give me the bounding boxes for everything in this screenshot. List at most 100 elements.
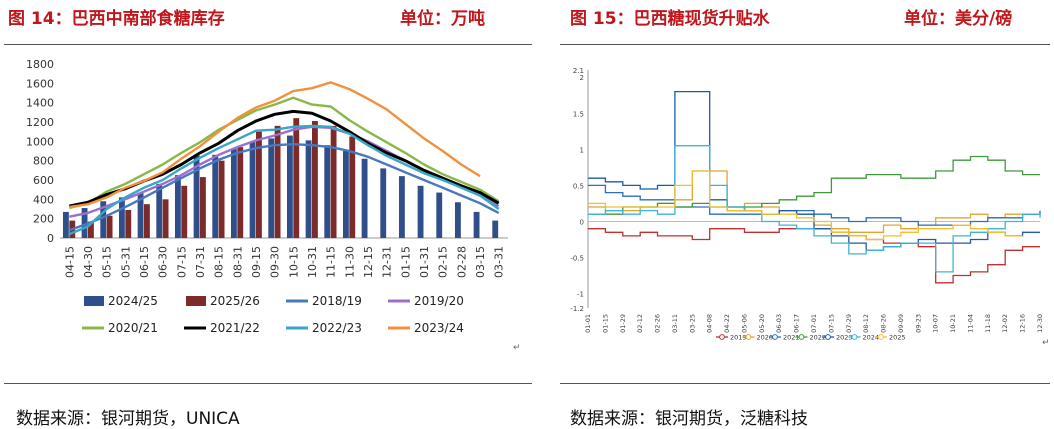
- right-top-rule: [560, 44, 1050, 45]
- y-tick-label: -1.2: [570, 305, 584, 313]
- bar-2024-25: [62, 211, 69, 238]
- legend-label: 2024: [863, 334, 880, 342]
- right-chart-unit: 单位：美分/磅: [904, 9, 1013, 29]
- legend-label: 2020: [757, 334, 774, 342]
- legend-label: 2020/21: [108, 321, 158, 335]
- x-tick-label: 04-22: [723, 314, 731, 333]
- line-2022-23: [68, 124, 500, 236]
- x-tick-label: 06-15: [138, 246, 151, 278]
- right-source: 数据来源：银河期货，泛糖科技: [570, 409, 808, 429]
- x-tick-label: 08-26: [880, 314, 888, 333]
- bar-2024-25: [100, 201, 107, 238]
- y-tick-label: 1200: [26, 116, 54, 129]
- bar-2024-25: [249, 141, 256, 238]
- x-tick-label: 03-25: [688, 314, 696, 333]
- left-top-rule: [4, 44, 532, 45]
- x-tick-label: 05-15: [101, 246, 114, 278]
- y-tick-label: 600: [33, 174, 54, 187]
- legend-label: 2021/22: [210, 321, 260, 335]
- legend-label: 2018/19: [312, 294, 362, 308]
- x-tick-label: 02-12: [636, 314, 644, 333]
- bar-2025-26: [125, 209, 132, 238]
- x-tick-label: 07-15: [175, 246, 188, 278]
- x-tick-label: 10-31: [306, 246, 319, 278]
- legend-label: 2024/25: [108, 294, 158, 308]
- x-tick-label: 11-30: [343, 246, 356, 278]
- bar-2025-26: [237, 147, 244, 238]
- y-tick-label: 1: [580, 146, 584, 154]
- x-tick-label: 03-31: [493, 246, 506, 278]
- x-tick-label: 12-16: [1019, 314, 1027, 333]
- bar-2024-25: [81, 208, 88, 238]
- x-tick-label: 08-12: [862, 314, 870, 333]
- y-tick-label: 800: [33, 155, 54, 168]
- left-corner-mark: ↵: [513, 343, 521, 353]
- x-tick-label: 03-15: [474, 246, 487, 278]
- bar-2025-26: [200, 177, 206, 238]
- line-2024: [588, 145, 1041, 273]
- legend-label: 2021: [783, 334, 800, 342]
- x-tick-label: 10-15: [287, 246, 300, 278]
- bar-2025-26: [218, 160, 225, 238]
- bar-2024-25: [156, 183, 163, 238]
- bar-2025-26: [106, 215, 113, 238]
- bar-2024-25: [342, 151, 349, 238]
- bar-2025-26: [162, 199, 169, 238]
- legend-label: 2023/24: [414, 321, 464, 335]
- x-tick-label: 12-15: [362, 246, 375, 278]
- y-tick-label: 2: [580, 74, 584, 82]
- x-tick-label: 11-04: [966, 314, 974, 333]
- x-tick-label: 12-30: [1036, 314, 1044, 333]
- legend-marker: [798, 334, 805, 340]
- legend-swatch: [84, 296, 104, 306]
- y-tick-label: 1000: [26, 135, 54, 148]
- y-tick-label: 200: [33, 213, 54, 226]
- line-2023-24: [69, 81, 481, 209]
- legend-label: 2023: [836, 334, 853, 342]
- legend-label: 2022/23: [312, 321, 362, 335]
- left-bottom-rule: [4, 383, 532, 384]
- x-tick-label: 06-03: [775, 314, 783, 333]
- x-tick-label: 01-01: [584, 314, 592, 333]
- bar-2025-26: [144, 204, 150, 238]
- bar-2024-25: [454, 202, 461, 238]
- bar-2024-25: [268, 138, 275, 238]
- bar-2024-25: [286, 135, 293, 238]
- bar-2024-25: [174, 175, 181, 238]
- legend-marker: [825, 334, 831, 340]
- x-tick-label: 10-07: [932, 314, 940, 333]
- bar-2024-25: [118, 197, 125, 238]
- x-tick-label: 04-30: [82, 246, 95, 278]
- y-tick-label: 2.1: [573, 67, 584, 75]
- bar-2025-26: [312, 121, 318, 238]
- x-tick-label: 12-02: [1001, 314, 1009, 333]
- bar-2024-25: [417, 185, 424, 238]
- x-tick-label: 07-31: [194, 246, 207, 278]
- legend-label: 2019: [730, 334, 747, 342]
- bar-2024-25: [398, 176, 405, 238]
- x-tick-label: 07-15: [827, 314, 835, 333]
- x-tick-label: 09-30: [269, 246, 282, 278]
- right-chart-title: 图 15：巴西糖现货升贴水: [570, 9, 770, 29]
- bar-2024-25: [212, 154, 219, 238]
- x-tick-label: 06-17: [793, 314, 801, 333]
- legend-label: 2019/20: [414, 294, 464, 308]
- y-tick-label: 1800: [26, 58, 54, 71]
- legend-marker: [772, 334, 778, 340]
- bar-2025-26: [330, 125, 337, 238]
- y-tick-label: 0: [47, 232, 54, 245]
- x-tick-label: 06-30: [157, 246, 170, 278]
- y-tick-label: -1: [577, 291, 584, 299]
- legend-marker: [745, 334, 752, 340]
- x-tick-label: 08-31: [231, 246, 244, 278]
- x-tick-label: 10-21: [949, 314, 957, 333]
- line-2023: [588, 90, 1040, 251]
- x-tick-label: 02-28: [455, 246, 468, 278]
- line-2020-21: [69, 96, 500, 210]
- bar-2025-26: [181, 185, 188, 238]
- bar-2024-25: [492, 220, 499, 238]
- bar-2025-26: [256, 131, 262, 238]
- bar-2025-26: [293, 118, 300, 238]
- bar-2025-26: [88, 221, 94, 238]
- bar-2024-25: [324, 145, 331, 238]
